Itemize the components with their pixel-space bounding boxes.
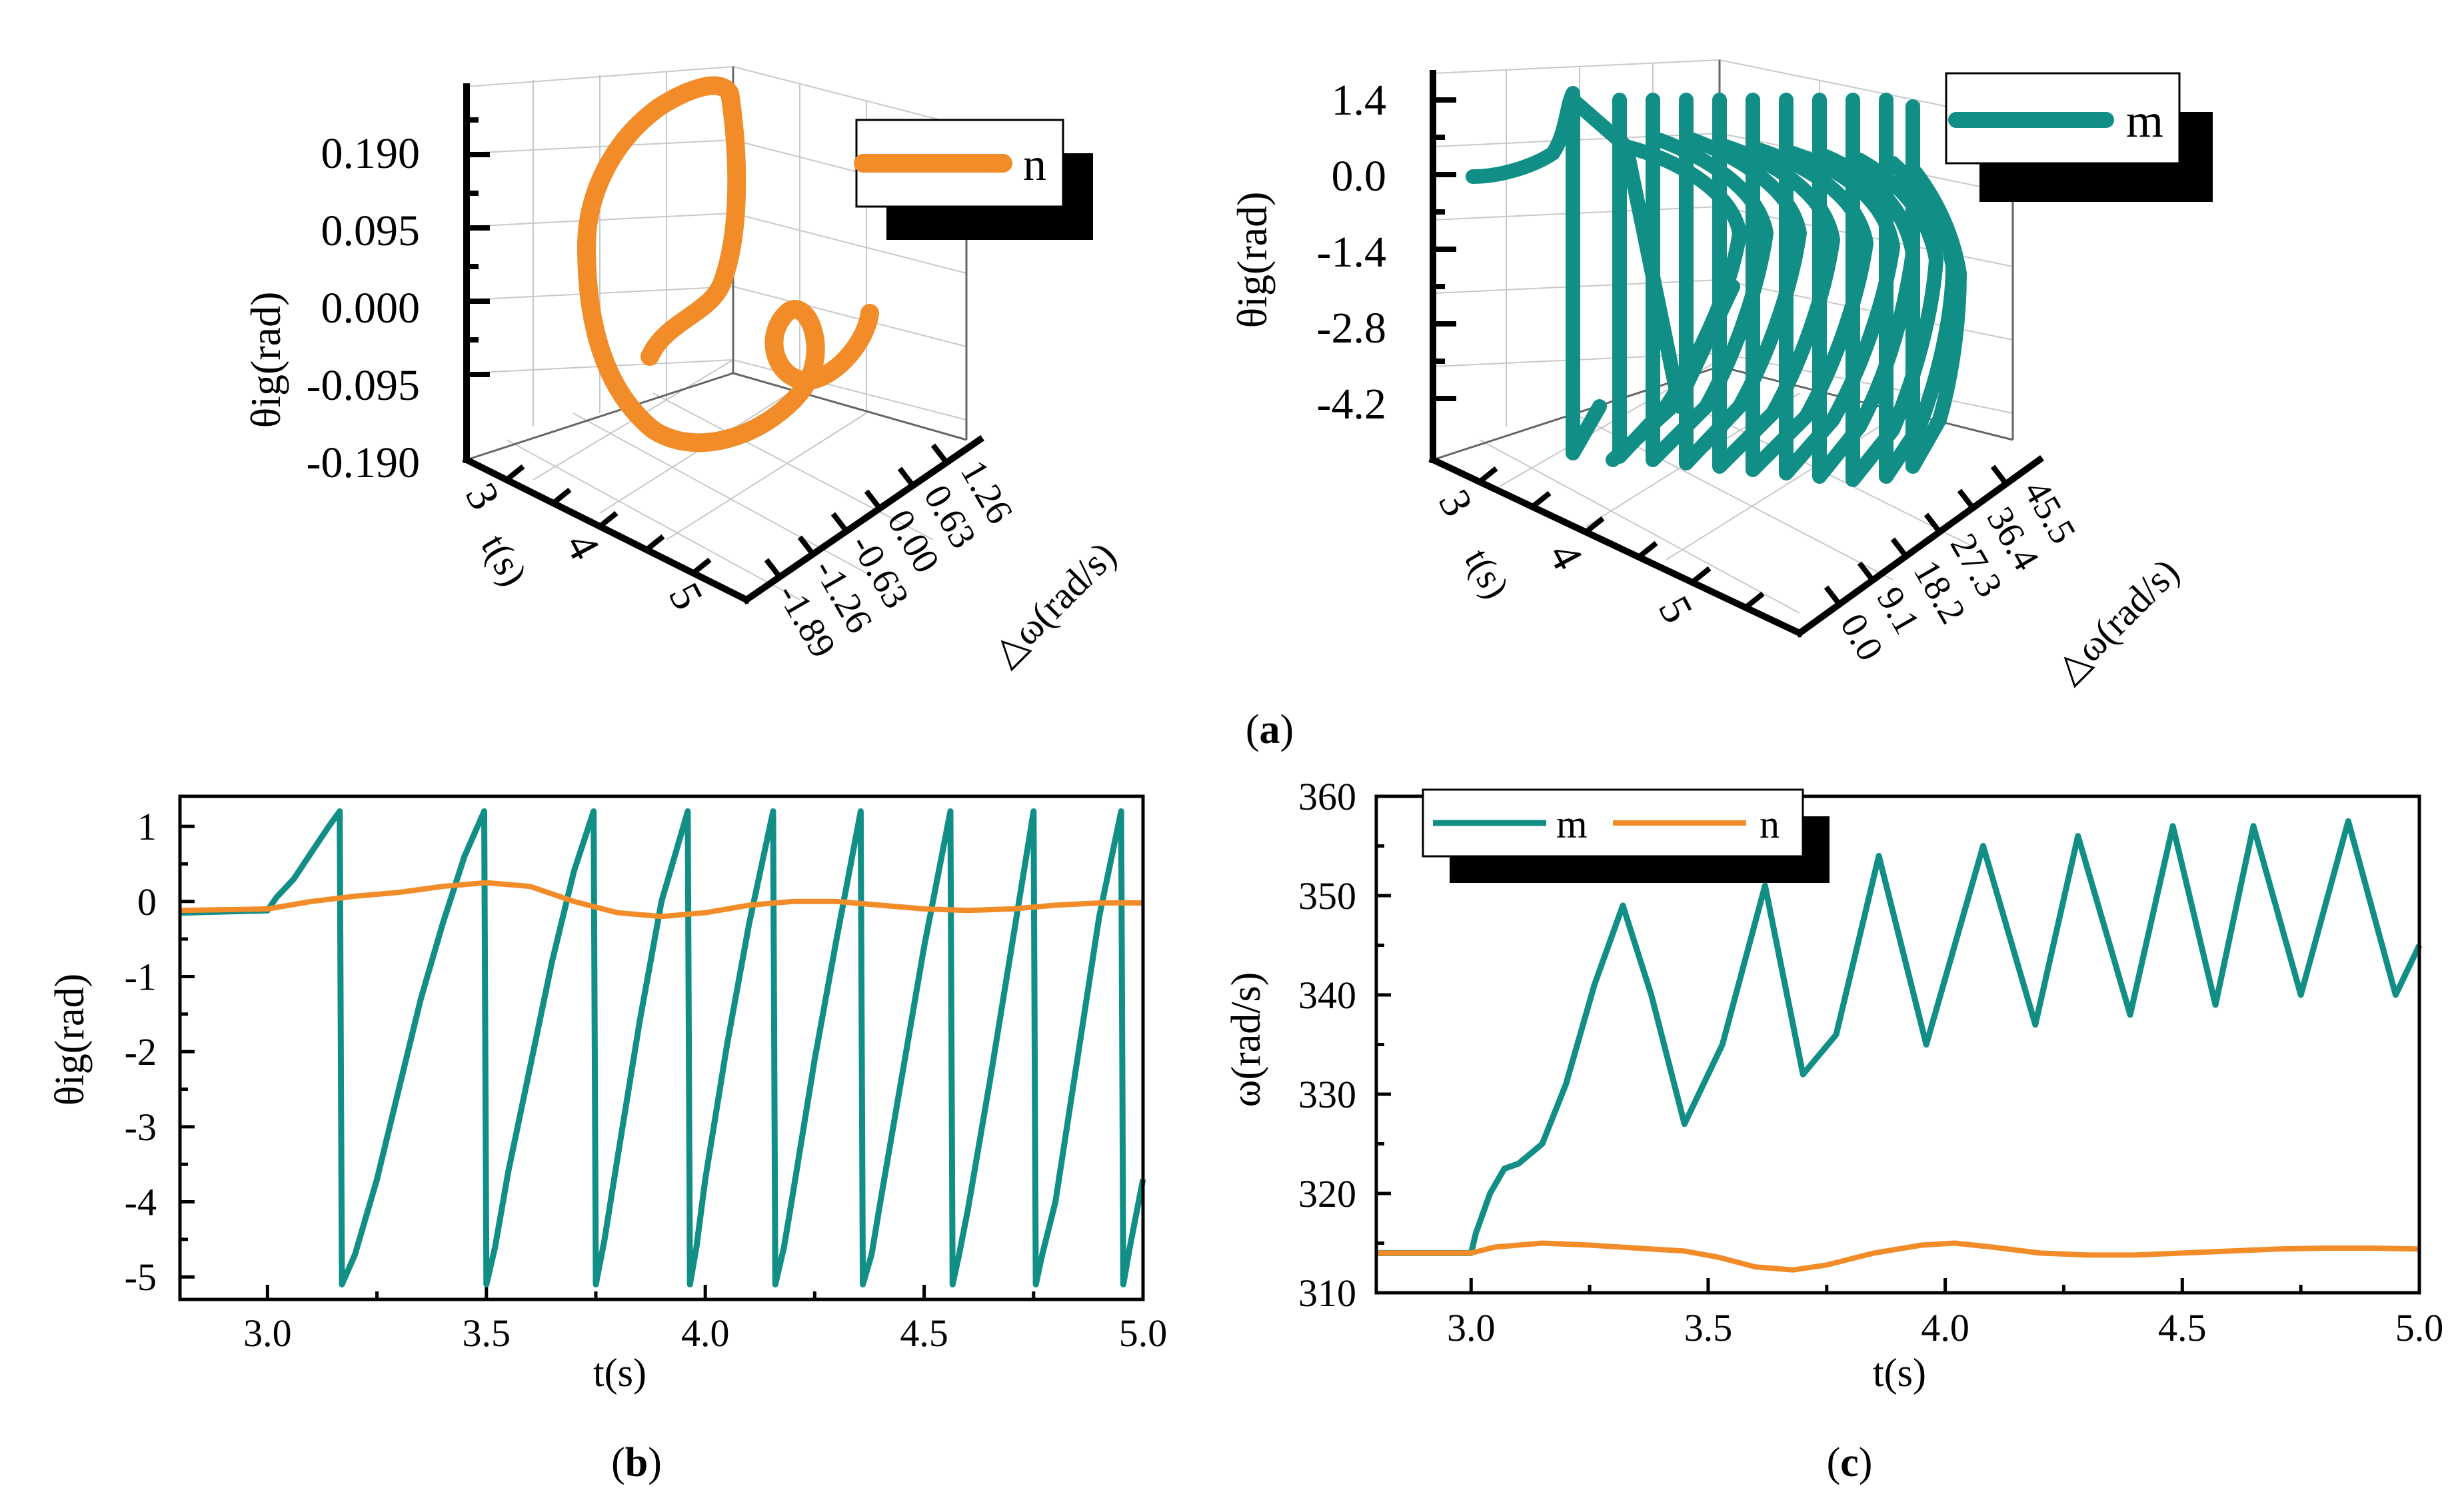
c-x-tick-labels: 3.0 3.5 4.0 4.5 5.0 [1447, 1306, 2443, 1349]
a-left-t-tick: 4 [556, 525, 609, 567]
b-x-tick-label: 3.5 [463, 1311, 511, 1355]
a-right-z-tick: -2.8 [1317, 304, 1386, 353]
b-y-tick-label: 1 [137, 805, 157, 848]
a-right-t-tick: 4 [1539, 535, 1592, 577]
caption-b-letter: b [625, 1440, 648, 1485]
b-x-tick-label: 3.0 [243, 1311, 292, 1355]
a-right-t-axis-label: t(s) [1456, 542, 1517, 606]
a-right-w-axis-label: △ω(rad/s) [2046, 550, 2187, 691]
a-left-axes [462, 83, 984, 604]
a-right-z-tick: -1.4 [1317, 228, 1386, 277]
a-left-w-axis-label: △ω(rad/s) [983, 533, 1124, 674]
a-right-t-tick: 5 [1649, 588, 1702, 630]
a-right-z-tick: 1.4 [1332, 76, 1387, 125]
b-y-tick-label: -5 [125, 1255, 157, 1299]
b-x-tick-labels: 3.0 3.5 4.0 4.5 5.0 [243, 1311, 1167, 1355]
a-left-t-tick: 3 [456, 475, 509, 517]
a-right-t-tick: 3 [1429, 482, 1482, 524]
c-y-tick-labels: 360 350 340 330 320 310 [1298, 775, 1356, 1315]
b-y-tick-labels: 1 0 -1 -2 -3 -4 -5 [125, 805, 157, 1299]
a-left-legend: n [854, 119, 1093, 240]
b-x-tick-label: 4.5 [900, 1311, 948, 1355]
c-x-tick-label: 3.0 [1447, 1306, 1496, 1349]
caption-c-letter: c [1840, 1440, 1859, 1485]
c-x-tick-label: 5.0 [2395, 1306, 2444, 1349]
caption-a-letter: a [1260, 707, 1280, 752]
a-left-z-tick: -0.190 [307, 438, 420, 487]
b-plot-frame [178, 794, 1145, 1301]
figure-caption-a: (a) [1246, 707, 1294, 752]
a-right-z-tick-labels: 1.4 0.0 -1.4 -2.8 -4.2 [1317, 76, 1386, 428]
a-right-w-tick-labels: 45.5 36.4 27.3 18.2 9.1 0.0 [1832, 474, 2084, 668]
b-series-n-line [179, 880, 1143, 920]
a-left-z-tick: 0.095 [321, 207, 421, 255]
a-left-z-tick: -0.095 [307, 361, 420, 410]
b-x-axis-label: t(s) [593, 1351, 646, 1395]
b-y-tick-label: -2 [125, 1030, 157, 1074]
c-y-tick-label: 360 [1298, 775, 1356, 818]
b-series-m-line [179, 808, 1146, 1287]
a-left-t-axis-label: t(s) [473, 527, 536, 593]
chart-a-left: n 0.190 0.095 0.000 -0.095 -0.190 θig(ra… [242, 66, 1124, 674]
c-series-m-line [1376, 818, 2423, 1256]
c-y-tick-label: 310 [1298, 1271, 1356, 1315]
b-ticks [180, 824, 1145, 1299]
figure-caption-b: (b) [611, 1440, 662, 1485]
chart-c: 360 350 340 330 320 310 3.0 3.5 4.0 4.5 … [1224, 775, 2443, 1395]
c-legend: m n [1422, 788, 1830, 883]
c-series-n-line [1376, 1240, 2420, 1273]
b-x-tick-label: 5.0 [1119, 1311, 1168, 1355]
c-y-axis-label: ω(rad/s) [1224, 972, 1269, 1108]
a-left-z-axis-label: θig(rad) [242, 292, 289, 428]
a-left-t-tick: 5 [659, 575, 712, 617]
a-left-z-tick-labels: 0.190 0.095 0.000 -0.095 -0.190 [307, 129, 420, 487]
c-y-tick-label: 350 [1298, 874, 1356, 918]
c-x-tick-label: 4.0 [1921, 1306, 1969, 1349]
b-y-axis-label: θig(rad) [47, 974, 93, 1106]
c-legend-n-label: n [1760, 802, 1780, 846]
chart-a-right: m 1.4 0.0 -1.4 -2.8 -4.2 θig(rad) 3 4 5 … [1228, 59, 2213, 691]
c-y-tick-label: 330 [1298, 1073, 1356, 1116]
c-plot-frame [1374, 794, 2421, 1295]
a-left-axis-ticks [467, 117, 949, 579]
c-x-tick-label: 4.5 [2158, 1306, 2207, 1349]
b-y-tick-label: -3 [125, 1106, 157, 1149]
a-right-legend: m [1945, 72, 2213, 202]
a-left-z-tick: 0.000 [321, 284, 421, 333]
a-right-z-axis-label: θig(rad) [1228, 192, 1276, 329]
figure-caption-c: (c) [1827, 1440, 1873, 1485]
c-legend-m-label: m [1556, 802, 1588, 846]
b-x-tick-label: 4.0 [681, 1311, 730, 1355]
b-y-tick-label: -1 [125, 955, 157, 998]
c-x-tick-label: 3.5 [1684, 1306, 1733, 1349]
b-y-tick-label: -4 [125, 1181, 157, 1224]
a-right-z-tick: 0.0 [1332, 152, 1387, 201]
c-y-tick-label: 340 [1298, 974, 1356, 1017]
c-y-tick-label: 320 [1298, 1172, 1356, 1215]
a-right-legend-label: m [2126, 94, 2163, 147]
a-right-series-m-trajectory [1466, 86, 1967, 487]
b-y-tick-label: 0 [137, 880, 157, 924]
c-x-axis-label: t(s) [1873, 1351, 1926, 1395]
a-left-legend-label: n [1023, 139, 1046, 191]
a-right-axis-ticks [1433, 97, 2009, 610]
a-right-z-tick: -4.2 [1317, 380, 1386, 428]
chart-b: 1 0 -1 -2 -3 -4 -5 3.0 3.5 4.0 4.5 5.0 t… [47, 794, 1167, 1395]
a-left-z-tick: 0.190 [321, 129, 421, 178]
a-left-series-n-trajectory [577, 76, 879, 452]
